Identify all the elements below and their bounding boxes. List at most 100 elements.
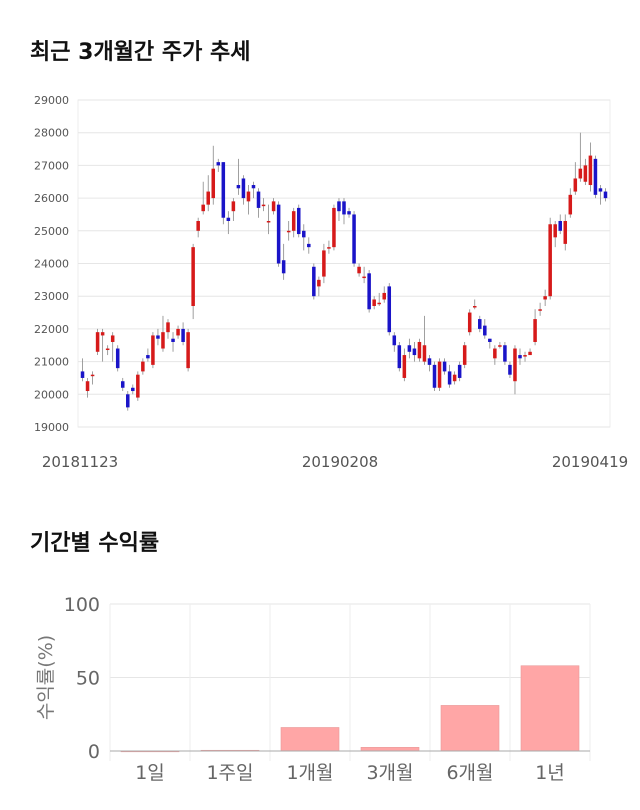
candle-body	[342, 201, 346, 215]
candle-body	[553, 224, 557, 238]
candle-body	[201, 204, 205, 212]
returns-y-tick-label: 100	[64, 594, 100, 616]
candle-body	[372, 299, 376, 307]
candle-body	[357, 266, 361, 274]
candle-body	[457, 364, 462, 378]
candle	[573, 162, 578, 195]
candle-body	[186, 332, 190, 369]
candle	[211, 145, 216, 205]
candle	[543, 289, 547, 307]
candle	[483, 319, 487, 339]
candle	[397, 341, 402, 372]
candle-body	[513, 348, 517, 382]
candle-body	[543, 296, 547, 300]
candle-body	[241, 178, 246, 199]
candle	[588, 142, 593, 192]
candle	[226, 211, 231, 235]
candle	[342, 198, 346, 225]
candle	[241, 175, 246, 205]
candle-body	[583, 165, 588, 182]
candle-body	[498, 345, 502, 347]
candle-body	[493, 348, 497, 359]
candle-body	[206, 191, 210, 205]
returns-chart-title: 기간별 수익률	[30, 531, 160, 556]
candle	[568, 188, 573, 218]
candle	[156, 328, 160, 346]
candle	[347, 207, 351, 218]
candle	[457, 361, 462, 382]
candle	[80, 358, 85, 382]
candle	[427, 355, 432, 372]
price-y-tick-label: 21000	[34, 356, 69, 369]
candle	[196, 217, 200, 238]
candle	[488, 338, 492, 349]
returns-category-label: 1년	[535, 762, 565, 784]
candle-body	[126, 394, 130, 408]
candle-body	[161, 332, 165, 349]
candle-body	[432, 364, 437, 388]
candle-body	[447, 371, 452, 385]
price-x-tick-label: 20181123	[42, 453, 118, 471]
candle-body	[296, 207, 301, 235]
candle	[90, 371, 95, 385]
candle	[472, 299, 477, 310]
candle-body	[402, 355, 407, 378]
candle	[382, 286, 386, 303]
price-y-tick-label: 24000	[34, 258, 69, 271]
candle-body	[181, 328, 185, 342]
candle	[603, 188, 608, 202]
candle	[578, 132, 583, 182]
candle-body	[528, 351, 532, 356]
candle-body	[452, 374, 457, 382]
candle-body	[483, 325, 487, 336]
candle	[105, 345, 110, 356]
candle-body	[120, 381, 125, 388]
candle-body	[146, 355, 150, 359]
candle-body	[352, 214, 356, 264]
candle	[513, 345, 517, 395]
candle	[553, 220, 557, 248]
candle	[302, 224, 306, 251]
candle-body	[156, 335, 160, 339]
candle-body	[472, 306, 477, 308]
candle	[392, 332, 397, 352]
candle	[377, 292, 381, 307]
candle	[478, 315, 482, 333]
candle	[261, 198, 266, 212]
candle-body	[166, 322, 170, 333]
candle	[271, 198, 276, 215]
candle-body	[256, 191, 261, 208]
candle	[171, 332, 175, 352]
candle	[120, 377, 125, 392]
price-y-tick-label: 19000	[34, 421, 69, 434]
returns-y-tick-label: 50	[76, 668, 100, 690]
candle-body	[548, 224, 552, 297]
candle-body	[327, 247, 331, 249]
returns-bar	[440, 705, 500, 752]
price-chart-title: 최근 3개월간 주가 추세	[30, 40, 251, 65]
candle-body	[588, 155, 593, 186]
candle-body	[276, 204, 281, 264]
candle-body	[80, 371, 85, 378]
returns-category-label: 1개월	[286, 762, 333, 784]
candle-body	[302, 230, 306, 238]
candle	[498, 341, 502, 349]
candle-body	[110, 335, 115, 342]
candle-body	[211, 168, 216, 199]
candle	[523, 351, 527, 362]
candle	[246, 185, 251, 215]
candle	[432, 361, 437, 392]
candle-body	[387, 286, 392, 333]
candle	[437, 358, 442, 392]
candle-body	[100, 332, 105, 336]
candle	[276, 201, 281, 267]
candle-body	[478, 319, 482, 329]
candle	[327, 240, 331, 254]
candle	[146, 348, 150, 362]
candle-body	[191, 247, 195, 307]
candle-body	[136, 374, 140, 398]
candle	[251, 181, 256, 199]
candle	[362, 266, 366, 284]
returns-category-label: 1주일	[206, 762, 253, 784]
candle-body	[412, 348, 417, 356]
